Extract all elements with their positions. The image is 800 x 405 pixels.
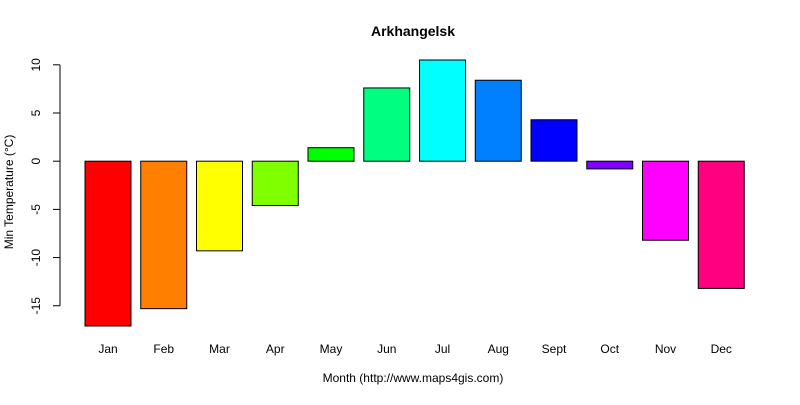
- bars: [84, 59, 745, 327]
- x-tick-label-aug: Aug: [488, 342, 509, 356]
- x-tick-label-jan: Jan: [98, 342, 117, 356]
- x-tick-label-dec: Dec: [711, 342, 732, 356]
- y-tick-label: -5: [29, 204, 43, 215]
- x-tick-label-jul: Jul: [435, 342, 450, 356]
- x-axis-tick-labels: Jan Feb Mar Apr May Jun Jul Aug Sept Oct Nov Dec: [98, 342, 732, 356]
- bar-apr: [251, 160, 299, 207]
- x-tick-label-may: May: [320, 342, 343, 356]
- x-tick-label-mar: Mar: [209, 342, 230, 356]
- bar-oct: [586, 160, 634, 170]
- bar-feb: [140, 160, 188, 310]
- x-axis-label: Month (http://www.maps4gis.com): [323, 371, 504, 385]
- chart-title: Arkhangelsk: [371, 23, 455, 39]
- x-tick-label-nov: Nov: [655, 342, 676, 356]
- x-tick-label-feb: Feb: [153, 342, 174, 356]
- bar-may: [307, 147, 355, 162]
- y-axis: -15 -10 -5 0 5 10: [29, 58, 61, 315]
- x-tick-label-sept: Sept: [542, 342, 567, 356]
- y-tick-label: 0: [29, 158, 43, 165]
- bar-aug: [474, 79, 522, 162]
- bar-jun: [363, 87, 411, 162]
- bar-nov: [642, 160, 689, 241]
- x-tick-label-apr: Apr: [266, 342, 285, 356]
- y-tick-label: 5: [29, 109, 43, 116]
- x-tick-label-oct: Oct: [600, 342, 619, 356]
- y-tick-label: -10: [29, 249, 43, 267]
- y-tick-label: -15: [29, 297, 43, 315]
- y-axis-label: Min Temperature (°C): [2, 135, 16, 250]
- bar-sept: [530, 119, 578, 162]
- bar-dec: [697, 160, 745, 289]
- bar-mar: [196, 160, 243, 252]
- y-tick-label: 10: [29, 58, 43, 72]
- x-tick-label-jun: Jun: [377, 342, 396, 356]
- bar-jan: [84, 160, 132, 327]
- bar-jul: [419, 59, 466, 162]
